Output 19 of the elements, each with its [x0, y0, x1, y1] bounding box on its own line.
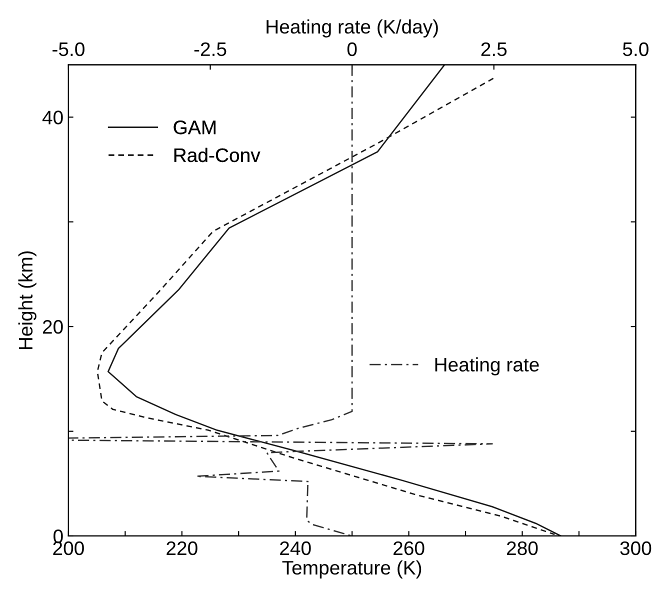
x2-tick-label: 0	[347, 42, 357, 56]
x2-axis-title: Heating rate (K/day)	[266, 19, 438, 38]
legend-label: Heating rate	[435, 357, 539, 376]
x-axis-title: Temperature (K)	[282, 560, 422, 578]
x-tick-label: 260	[394, 541, 424, 556]
x-tick-label: 300	[620, 541, 652, 556]
legend-label: GAM	[174, 120, 216, 134]
x-tick-label: 200	[53, 541, 84, 556]
x-tick-label: 240	[280, 541, 311, 556]
y-tick-label: 40	[42, 110, 63, 124]
x2-tick-label: 2.5	[481, 42, 507, 56]
x2-tick-label: 5.0	[622, 42, 648, 56]
x-tick-label: 220	[166, 541, 198, 556]
x2-tick-label: -5.0	[52, 42, 84, 56]
y-axis-title: Height (km)	[18, 251, 36, 350]
y-tick-label: 20	[42, 320, 63, 334]
legend-label: Rad-Conv	[174, 148, 260, 162]
x2-tick-label: -2.5	[194, 42, 226, 56]
x-tick-label: 280	[507, 541, 538, 556]
